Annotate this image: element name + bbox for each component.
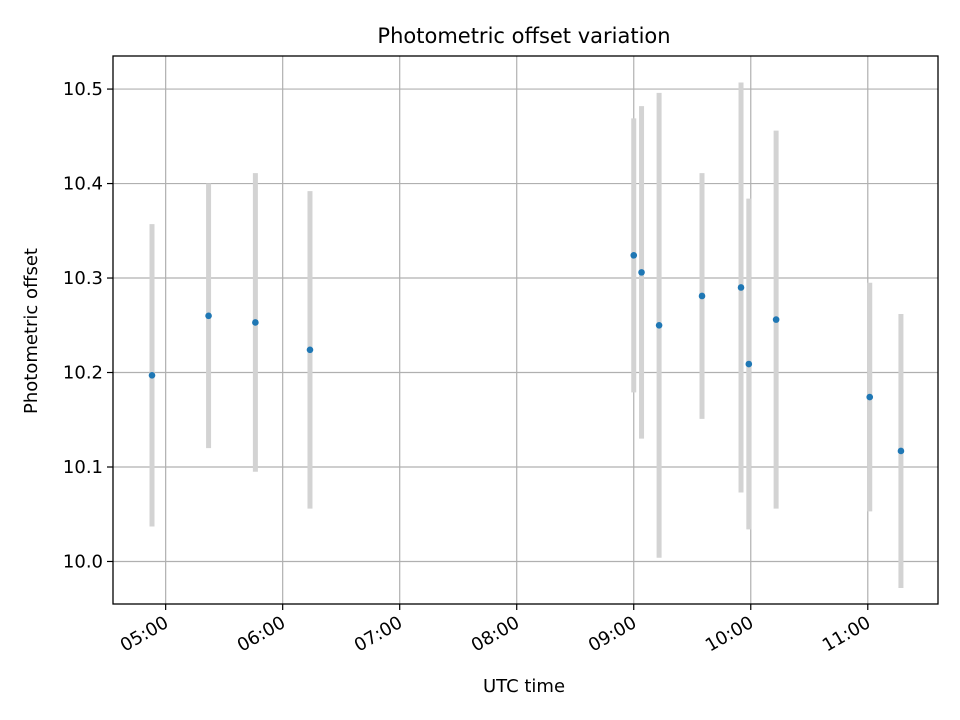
y-axis-label: Photometric offset <box>21 248 42 414</box>
data-point <box>745 360 753 368</box>
y-tick-label: 10.4 <box>63 174 103 195</box>
data-point <box>638 269 645 276</box>
data-point <box>772 316 780 323</box>
y-tick-label: 10.5 <box>63 79 103 100</box>
y-tick-label: 10.3 <box>63 268 103 289</box>
data-point <box>897 447 905 455</box>
data-point <box>698 292 706 300</box>
y-axis-ticks: 10.0 10.1 10.2 10.3 10.4 10.5 <box>63 79 113 572</box>
y-tick-label: 10.0 <box>63 551 103 572</box>
data-point <box>630 252 638 259</box>
chart-title: Photometric offset variation <box>377 24 670 48</box>
data-point <box>737 284 745 291</box>
data-point <box>205 312 212 320</box>
data-point <box>655 321 663 329</box>
data-point <box>148 372 156 379</box>
data-point <box>866 393 874 401</box>
data-points <box>148 252 905 455</box>
data-point <box>252 319 259 326</box>
y-tick-label: 10.1 <box>63 457 103 478</box>
data-point <box>306 346 314 354</box>
x-axis-label: UTC time <box>483 676 565 697</box>
y-tick-label: 10.2 <box>63 363 103 384</box>
plot-frame <box>112 55 939 605</box>
